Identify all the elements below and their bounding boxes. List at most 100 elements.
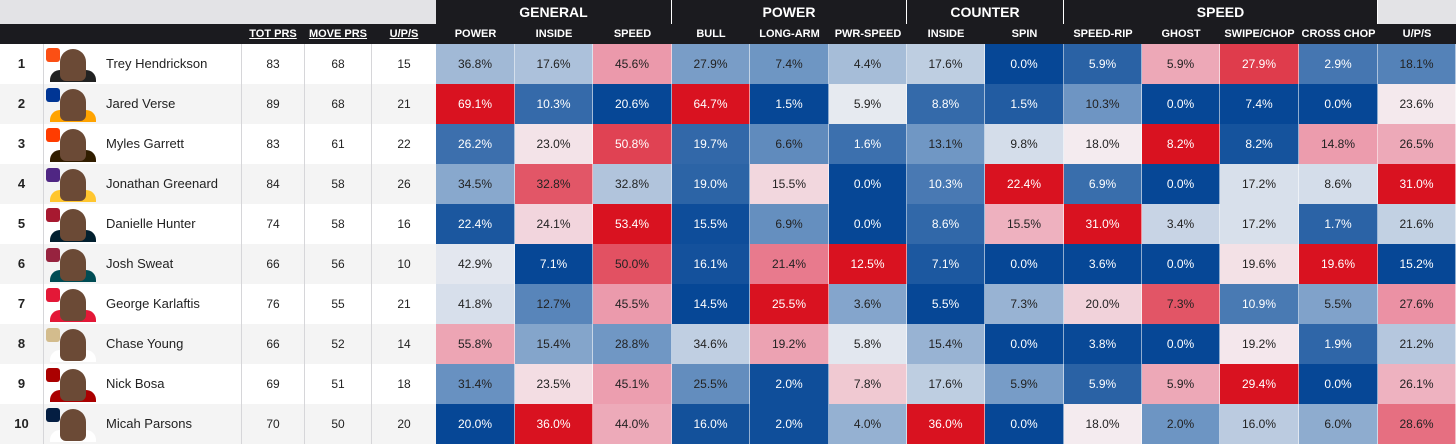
metric-cell: 16.1%: [672, 244, 750, 284]
col-header-metric[interactable]: SWIPE/CHOP: [1224, 28, 1295, 40]
metric-cell: 34.5%: [436, 164, 515, 204]
metric-cell: 0.0%: [985, 44, 1064, 84]
table-row[interactable]: 5 Danielle Hunter 74 58 16 22.4% 24.1% 53.4% 15.…: [0, 204, 1456, 244]
table-row[interactable]: 9 Nick Bosa 69 51 18 31.4% 23.5% 45.1% 25.5% 2.0%…: [0, 364, 1456, 404]
rank-cell: 1: [0, 44, 44, 84]
metric-cell: 0.0%: [985, 324, 1064, 364]
rank-cell: 2: [0, 84, 44, 124]
metric-cell: 26.5%: [1378, 124, 1456, 164]
col-header-metric[interactable]: GHOST: [1161, 28, 1201, 40]
col-header-metric[interactable]: CROSS CHOP: [1301, 28, 1376, 40]
col-header-tot-prs[interactable]: TOT PRS: [249, 28, 297, 40]
metric-cell: 19.6%: [1299, 244, 1378, 284]
metric-cell: 18.1%: [1378, 44, 1456, 84]
player-headshot-icon: [60, 289, 86, 321]
player-avatar: [46, 368, 98, 402]
metric-cell: 1.6%: [829, 124, 907, 164]
col-header-move-prs[interactable]: MOVE PRS: [308, 28, 368, 40]
table-row[interactable]: 4 Jonathan Greenard 84 58 26 34.5% 32.8% 32.8% 1…: [0, 164, 1456, 204]
player-avatar: [46, 128, 98, 162]
metric-cell: 15.5%: [672, 204, 750, 244]
metric-cell: 22.4%: [436, 204, 515, 244]
col-header-metric[interactable]: BULL: [696, 28, 726, 40]
metric-cell: 3.6%: [829, 284, 907, 324]
group-header-blank-right: [1378, 0, 1456, 24]
metric-cell: 2.0%: [750, 364, 829, 404]
metric-cell: 22.4%: [985, 164, 1064, 204]
rank-cell: 5: [0, 204, 44, 244]
col-header-metric[interactable]: LONG-ARM: [759, 28, 820, 40]
player-headshot-icon: [60, 369, 86, 401]
tot-prs-cell: 74: [242, 204, 305, 244]
metric-cell: 5.9%: [1064, 44, 1142, 84]
team-logo-icon: [46, 128, 60, 142]
player-headshot-icon: [60, 49, 86, 81]
metric-cell: 2.0%: [750, 404, 829, 444]
team-logo-icon: [46, 368, 60, 382]
table-row[interactable]: 3 Myles Garrett 83 61 22 26.2% 23.0% 50.8% 19.7%…: [0, 124, 1456, 164]
metric-cell: 29.4%: [1220, 364, 1299, 404]
metric-cell: 5.9%: [829, 84, 907, 124]
metric-cell: 0.0%: [1142, 84, 1220, 124]
table-row[interactable]: 2 Jared Verse 89 68 21 69.1% 10.3% 20.6% 64.7% 1.…: [0, 84, 1456, 124]
metric-cell: 50.8%: [593, 124, 672, 164]
player-avatar: [46, 208, 98, 242]
team-logo-icon: [46, 168, 60, 182]
metric-cell: 36.0%: [515, 404, 593, 444]
team-logo-icon: [46, 408, 60, 422]
col-header-metric[interactable]: PWR-SPEED: [834, 28, 902, 40]
player-name: Micah Parsons: [104, 404, 242, 444]
metric-cell: 1.5%: [750, 84, 829, 124]
metric-cell: 27.6%: [1378, 284, 1456, 324]
col-header-metric[interactable]: U/P/S: [1402, 28, 1432, 40]
metric-cell: 15.5%: [985, 204, 1064, 244]
ups-cell: 26: [397, 177, 411, 191]
col-header-metric[interactable]: INSIDE: [535, 28, 573, 40]
col-header-metric[interactable]: SPEED-RIP: [1073, 28, 1133, 40]
metric-cell: 6.9%: [1064, 164, 1142, 204]
metric-cell: 31.0%: [1064, 204, 1142, 244]
ups-cell: 21: [397, 97, 411, 111]
metric-cell: 15.4%: [515, 324, 593, 364]
metric-cell: 0.0%: [829, 204, 907, 244]
metric-cell: 0.0%: [1299, 84, 1378, 124]
metric-cell: 31.0%: [1378, 164, 1456, 204]
metric-cell: 5.9%: [1142, 364, 1220, 404]
metric-cell: 6.9%: [750, 204, 829, 244]
player-avatar: [46, 328, 98, 362]
column-header-row: TOT PRS MOVE PRS U/P/S POWER INSIDE SPEED B…: [0, 24, 1456, 44]
col-header-metric[interactable]: POWER: [454, 28, 497, 40]
metric-cell: 7.1%: [907, 244, 985, 284]
metric-cell: 10.9%: [1220, 284, 1299, 324]
player-headshot-icon: [60, 89, 86, 121]
col-header-ups[interactable]: U/P/S: [389, 28, 419, 40]
player-avatar: [46, 88, 98, 122]
metric-cell: 26.1%: [1378, 364, 1456, 404]
metric-cell: 2.0%: [1142, 404, 1220, 444]
col-header-metric[interactable]: SPIN: [1011, 28, 1038, 40]
metric-cell: 7.1%: [515, 244, 593, 284]
metric-cell: 15.2%: [1378, 244, 1456, 284]
col-header-metric[interactable]: INSIDE: [927, 28, 965, 40]
metric-cell: 24.1%: [515, 204, 593, 244]
metric-cell: 41.8%: [436, 284, 515, 324]
tot-prs-cell: 76: [242, 284, 305, 324]
ups-cell: 14: [397, 337, 411, 351]
col-header-metric[interactable]: SPEED: [613, 28, 652, 40]
table-row[interactable]: 7 George Karlaftis 76 55 21 41.8% 12.7% 45.5% 14…: [0, 284, 1456, 324]
metric-cell: 44.0%: [593, 404, 672, 444]
table-row[interactable]: 1 Trey Hendrickson 83 68 15 36.8% 17.6% 45.6% 27…: [0, 44, 1456, 84]
metric-cell: 12.7%: [515, 284, 593, 324]
table-row[interactable]: 6 Josh Sweat 66 56 10 42.9% 7.1% 50.0% 16.1% 21.4…: [0, 244, 1456, 284]
metric-cell: 1.7%: [1299, 204, 1378, 244]
team-logo-icon: [46, 248, 60, 262]
table-row[interactable]: 10 Micah Parsons 70 50 20 20.0% 36.0% 44.0% 16.0…: [0, 404, 1456, 444]
metric-cell: 10.3%: [1064, 84, 1142, 124]
metric-cell: 25.5%: [750, 284, 829, 324]
metric-cell: 45.5%: [593, 284, 672, 324]
metric-cell: 28.6%: [1378, 404, 1456, 444]
table-row[interactable]: 8 Chase Young 66 52 14 55.8% 15.4% 28.8% 34.6% 19…: [0, 324, 1456, 364]
move-prs-cell: 50: [305, 404, 372, 444]
rank-cell: 8: [0, 324, 44, 364]
metric-cell: 32.8%: [515, 164, 593, 204]
